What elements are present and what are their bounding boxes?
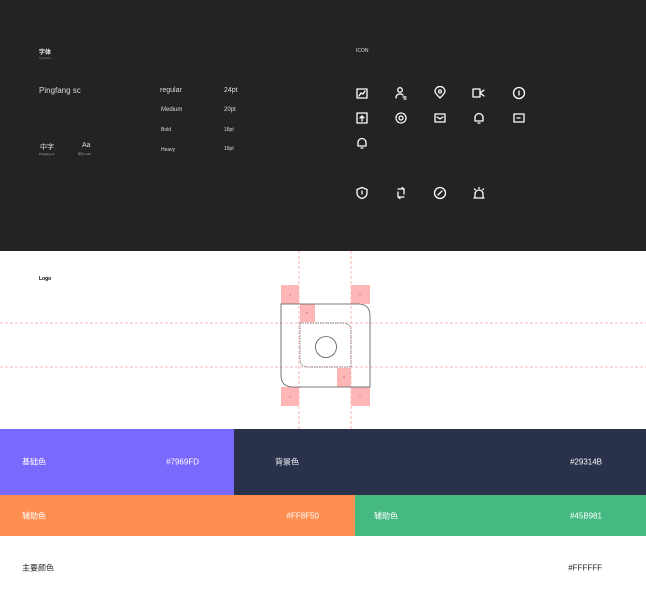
- weight-bold: Bold: [161, 127, 172, 133]
- bell-icon: [472, 111, 486, 125]
- typeface-subtitle: Typeface: [39, 56, 52, 60]
- swatch-label: 背景色: [275, 457, 299, 467]
- sample-en-label: 苹方 Arial: [78, 152, 91, 156]
- swatch-aux1: 辅助色 #FF8F50: [0, 495, 355, 536]
- sample-cn-label: Pingfang sc: [39, 152, 55, 156]
- x-label: X: [306, 311, 308, 315]
- y-label: Y: [289, 293, 291, 297]
- font-name: Pingfang sc: [39, 86, 81, 95]
- swatch-hex: #7969FD: [166, 457, 199, 467]
- pin-circle-icon: [512, 86, 526, 100]
- disabled-icon: [433, 186, 447, 200]
- swatch-label: 基础色: [22, 457, 46, 467]
- swatch-hex: #FF8F50: [286, 511, 319, 520]
- upload-icon: [355, 111, 369, 125]
- bell-icon: [355, 136, 369, 150]
- shield-alert-icon: [355, 186, 369, 200]
- typeface-title: 字体: [39, 50, 52, 56]
- guide-lines: [0, 251, 646, 429]
- location-icon: [433, 86, 447, 100]
- swatch-background: 背景色 #29314B: [234, 429, 646, 495]
- weight-regular: regular: [160, 87, 182, 94]
- swatch-aux2: 辅助色 #45B981: [355, 495, 646, 536]
- sample-cn: 中字: [40, 144, 54, 151]
- logo-circle: [315, 336, 337, 358]
- video-share-icon: [472, 86, 486, 100]
- gear-icon: [394, 111, 408, 125]
- x-label: X: [343, 375, 345, 379]
- logo-outline: [280, 303, 371, 388]
- weight-heavy: Heavy: [161, 147, 176, 153]
- refresh-icon: [394, 186, 408, 200]
- y-label: Y: [359, 293, 361, 297]
- swatch-label: 辅助色: [374, 511, 398, 520]
- swatch-label: 主要颜色: [22, 563, 54, 573]
- size-bold: 18pt: [224, 127, 234, 133]
- weight-medium: Medium: [161, 107, 183, 113]
- swatch-hex: #45B981: [569, 511, 602, 520]
- swatch-base: 基础色 #7969FD: [0, 429, 234, 495]
- swatch-label: 辅助色: [22, 511, 46, 520]
- size-medium: 20pt: [224, 107, 236, 113]
- icon-title: ICON: [356, 48, 369, 54]
- logo-construction: Y Y Y Y X X: [0, 251, 646, 429]
- chart-icon: [355, 86, 369, 100]
- logo-title: Logo: [39, 276, 52, 282]
- logo-panel: Logo: [0, 251, 646, 429]
- user-icon: [394, 86, 408, 100]
- message-icon: [512, 111, 526, 125]
- alarm-icon: [472, 186, 486, 200]
- y-label: Y: [289, 395, 291, 399]
- size-regular: 24pt: [224, 87, 238, 94]
- y-label: Y: [359, 395, 361, 399]
- mail-icon: [433, 111, 447, 125]
- spacing-boxes: [281, 285, 370, 406]
- swatch-hex: #FFFFFF: [568, 563, 602, 573]
- dark-panel: 字体 Typeface Pingfang sc regular 24pt Med…: [0, 0, 646, 251]
- swatch-main: 主要颜色 #FFFFFF: [0, 536, 646, 600]
- swatch-hex: #29314B: [569, 457, 602, 467]
- logo-inner: [299, 322, 352, 368]
- size-heavy: 16pt: [224, 146, 234, 152]
- sample-en: Aa: [82, 142, 91, 149]
